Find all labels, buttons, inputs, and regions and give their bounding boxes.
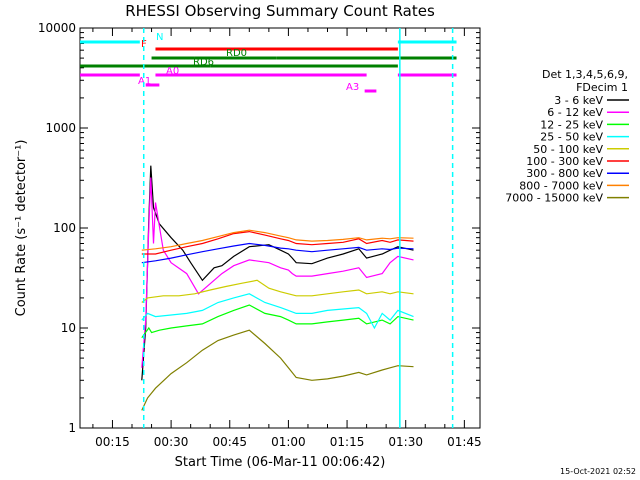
vertical-markers: [142, 28, 454, 428]
series-line-0: [141, 165, 414, 381]
legend-label-1: 6 - 12 keV: [547, 106, 603, 119]
legend-label-8: 7000 - 15000 keV: [505, 192, 603, 205]
flag-label-rd0: RD0: [226, 48, 247, 59]
axis-ticks: [80, 28, 480, 429]
legend-label-7: 800 - 7000 keV: [519, 179, 603, 192]
x-tick-label: 00:15: [95, 435, 130, 449]
x-tick-label: 00:45: [212, 435, 247, 449]
series-line-1: [141, 177, 414, 368]
y-tick-label: 1000: [45, 121, 76, 135]
legend-label-2: 12 - 25 keV: [540, 118, 603, 131]
series-lines: [141, 165, 414, 411]
x-tick-label: 01:00: [271, 435, 306, 449]
series-line-2: [141, 304, 414, 339]
legend-title-line-2: FDecim 1: [576, 81, 628, 94]
flag-label-a0: A0: [166, 66, 179, 77]
series-line-7: [141, 229, 414, 251]
legend-title-line-1: Det 1,3,4,5,6,9,: [542, 68, 628, 81]
chart-title: RHESSI Observing Summary Count Rates: [125, 2, 435, 20]
flag-label-a1: A1: [138, 76, 151, 87]
flag-label-rd6: RD6: [193, 57, 214, 68]
legend-label-4: 50 - 100 keV: [533, 143, 603, 156]
flag-label-n: N: [156, 32, 163, 43]
x-axis-label: Start Time (06-Mar-11 00:06:42): [175, 455, 386, 470]
plot-frame: [79, 27, 481, 429]
x-tick-labels: 00:15 00:30 00:45 01:00 01:15 01:30 01:45: [95, 435, 481, 449]
flag-label-f: F: [141, 39, 147, 50]
series-line-5: [141, 230, 414, 255]
series-line-3: [141, 293, 414, 330]
flag-bars: NF RD0 RD6 A0 A1 A3: [80, 32, 457, 93]
footer-timestamp: 15-Oct-2021 02:52: [560, 467, 636, 476]
legend-label-0: 3 - 6 keV: [554, 94, 603, 107]
series-line-6: [141, 242, 414, 264]
y-tick-label: 10000: [38, 21, 76, 35]
x-tick-label: 01:30: [388, 435, 423, 449]
flag-label-a3: A3: [346, 82, 359, 93]
y-tick-label: 1: [68, 421, 76, 435]
y-tick-label: 10: [61, 321, 76, 335]
y-tick-label: 100: [53, 221, 76, 235]
legend-label-6: 300 - 800 keV: [526, 167, 603, 180]
legend-label-5: 100 - 300 keV: [526, 155, 603, 168]
series-line-8: [141, 329, 414, 411]
x-tick-label: 01:15: [330, 435, 365, 449]
legend-label-3: 25 - 50 keV: [540, 131, 603, 144]
y-axis-label: Count Rate (s⁻¹ detector⁻¹): [14, 140, 29, 317]
x-tick-label: 01:45: [447, 435, 482, 449]
x-tick-label: 00:30: [154, 435, 189, 449]
y-tick-labels: 1 10 100 1000 10000: [38, 21, 76, 435]
series-line-4: [141, 279, 414, 303]
